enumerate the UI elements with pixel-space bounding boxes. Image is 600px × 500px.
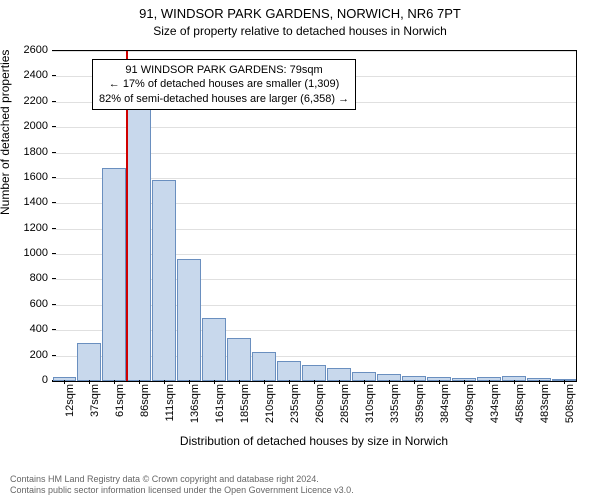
x-tick-label: 483sqm bbox=[539, 384, 551, 423]
x-tick-label: 185sqm bbox=[239, 384, 251, 423]
x-tick-label: 458sqm bbox=[514, 384, 526, 423]
histogram-bar bbox=[252, 352, 276, 381]
y-tick-label: 1000 bbox=[3, 247, 48, 259]
annotation-line3: 82% of semi-detached houses are larger (… bbox=[99, 92, 349, 106]
y-tick-label: 2600 bbox=[3, 44, 48, 56]
x-tick-label: 434sqm bbox=[489, 384, 501, 423]
histogram-bar bbox=[102, 168, 126, 381]
y-tick-label: 800 bbox=[3, 272, 48, 284]
y-tick-label: 400 bbox=[3, 323, 48, 335]
plot-area: 91 WINDSOR PARK GARDENS: 79sqm ← 17% of … bbox=[52, 50, 577, 382]
y-tick-label: 200 bbox=[3, 349, 48, 361]
footer-attribution: Contains HM Land Registry data © Crown c… bbox=[10, 474, 354, 496]
histogram-bar bbox=[227, 338, 251, 381]
chart-title: 91, WINDSOR PARK GARDENS, NORWICH, NR6 7… bbox=[0, 0, 600, 23]
y-tick-label: 2200 bbox=[3, 95, 48, 107]
chart-container: 91, WINDSOR PARK GARDENS, NORWICH, NR6 7… bbox=[0, 0, 600, 500]
x-tick-label: 61sqm bbox=[114, 384, 126, 417]
x-tick-label: 210sqm bbox=[264, 384, 276, 423]
x-tick-label: 359sqm bbox=[414, 384, 426, 423]
histogram-bar bbox=[127, 108, 151, 381]
y-tick-label: 1400 bbox=[3, 196, 48, 208]
y-tick-label: 1200 bbox=[3, 222, 48, 234]
histogram-bar bbox=[202, 318, 226, 381]
histogram-bar bbox=[177, 259, 201, 381]
x-tick-label: 285sqm bbox=[339, 384, 351, 423]
histogram-bar bbox=[277, 361, 301, 381]
y-tick-label: 2000 bbox=[3, 120, 48, 132]
x-tick-label: 86sqm bbox=[139, 384, 151, 417]
x-tick-label: 235sqm bbox=[289, 384, 301, 423]
x-axis-label: Distribution of detached houses by size … bbox=[52, 434, 576, 448]
histogram-bar bbox=[302, 365, 326, 382]
y-axis: 0200400600800100012001400160018002000220… bbox=[0, 50, 52, 380]
x-tick-label: 136sqm bbox=[189, 384, 201, 423]
chart-subtitle: Size of property relative to detached ho… bbox=[0, 24, 600, 38]
y-tick-label: 2400 bbox=[3, 69, 48, 81]
footer-line2: Contains public sector information licen… bbox=[10, 485, 354, 496]
x-tick-label: 260sqm bbox=[314, 384, 326, 423]
y-tick-label: 600 bbox=[3, 298, 48, 310]
x-tick-label: 335sqm bbox=[389, 384, 401, 423]
y-tick-label: 1800 bbox=[3, 146, 48, 158]
footer-line1: Contains HM Land Registry data © Crown c… bbox=[10, 474, 354, 485]
x-tick-label: 12sqm bbox=[64, 384, 76, 417]
annotation-box: 91 WINDSOR PARK GARDENS: 79sqm ← 17% of … bbox=[92, 59, 356, 110]
x-tick-label: 161sqm bbox=[214, 384, 226, 423]
x-tick-label: 310sqm bbox=[364, 384, 376, 423]
x-tick-label: 111sqm bbox=[164, 384, 176, 422]
annotation-line2: ← 17% of detached houses are smaller (1,… bbox=[99, 77, 349, 91]
y-tick-label: 1600 bbox=[3, 171, 48, 183]
x-tick-label: 37sqm bbox=[89, 384, 101, 417]
x-axis: 12sqm 37sqm 61sqm 86sqm 111sqm 136sqm 161sqm 18… bbox=[52, 380, 576, 440]
x-tick-label: 508sqm bbox=[564, 384, 576, 423]
histogram-bar bbox=[77, 343, 101, 381]
x-tick-label: 384sqm bbox=[439, 384, 451, 423]
histogram-bar bbox=[152, 180, 176, 381]
y-tick-label: 0 bbox=[3, 374, 48, 386]
annotation-line1: 91 WINDSOR PARK GARDENS: 79sqm bbox=[99, 63, 349, 77]
x-tick-label: 409sqm bbox=[464, 384, 476, 423]
